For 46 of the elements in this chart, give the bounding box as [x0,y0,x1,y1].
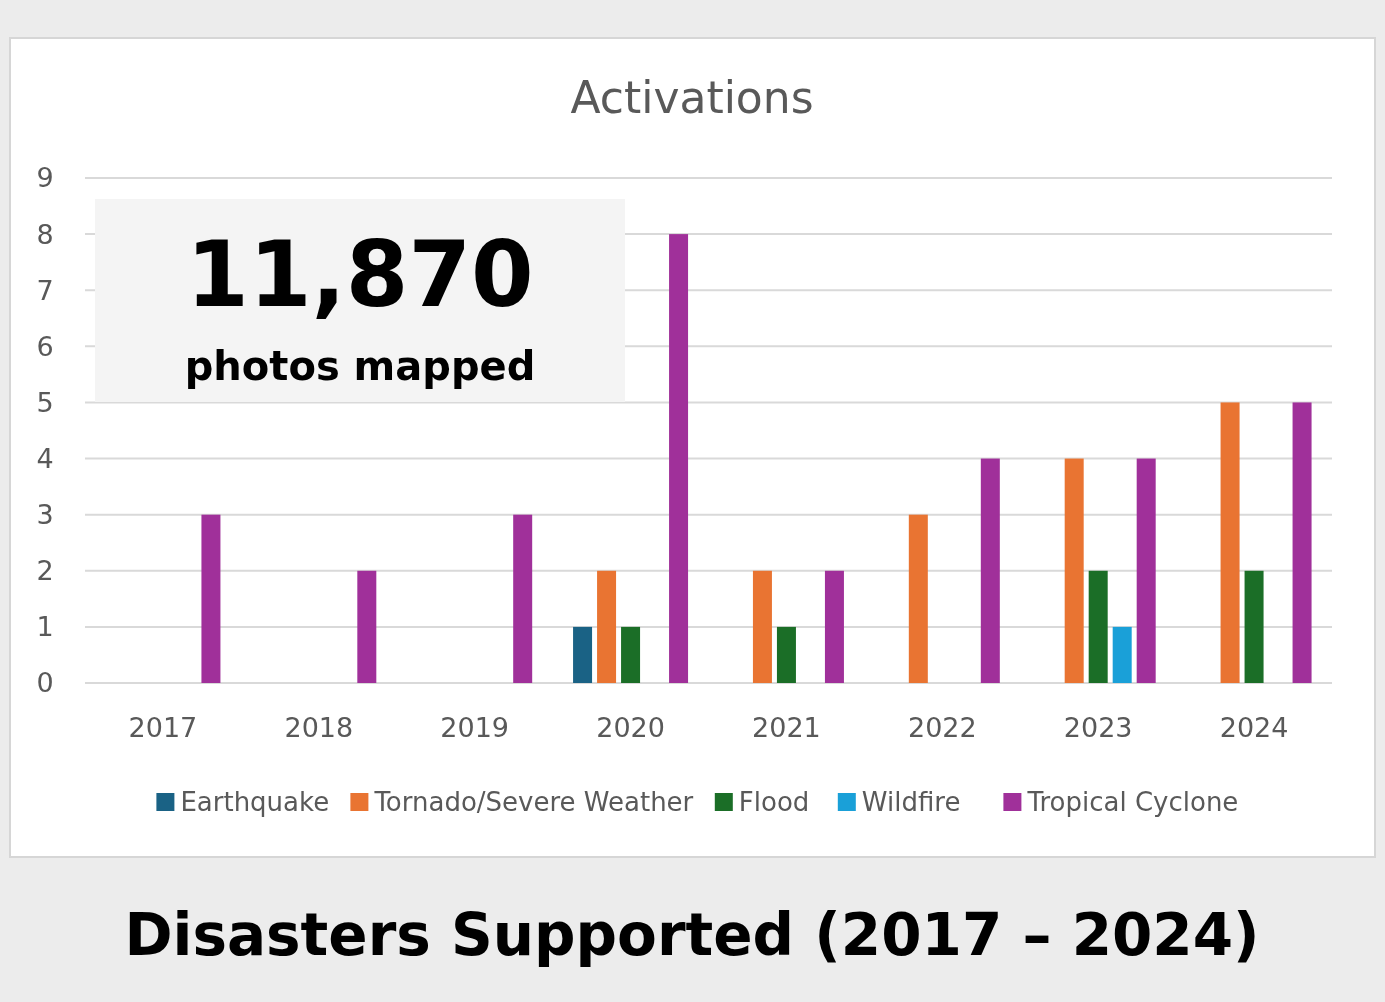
annotation: photos mapped [184,343,536,389]
bar [776,626,796,683]
annotation: 11,870 [186,222,534,327]
bar [573,626,593,683]
bar [1220,402,1240,683]
bar [669,234,689,683]
y-tick-label: 2 [36,555,54,587]
y-tick-label: 3 [36,499,54,531]
bar [1112,626,1132,683]
bar [980,458,1000,683]
bar [597,570,617,683]
bar [1136,458,1156,683]
bar [824,570,844,683]
legend-label: Tropical Cyclone [1026,787,1239,817]
x-tick-label: 2017 [128,712,198,743]
legend-label: Tornado/Severe Weather [373,787,694,817]
y-tick-label: 4 [36,443,54,475]
y-tick-label: 6 [36,330,54,362]
x-tick-label: 2024 [1219,712,1289,743]
y-tick-label: 0 [36,667,54,699]
bar [752,570,772,683]
bar [1064,458,1084,683]
bar [621,626,641,683]
x-tick-label: 2022 [907,712,977,743]
y-tick-label: 9 [36,162,54,194]
bar [357,570,377,683]
legend-label: Flood [738,787,810,817]
x-tick-label: 2023 [1063,712,1133,743]
x-tick-label: 2020 [596,712,665,743]
y-tick-label: 8 [36,218,54,250]
y-tick-label: 7 [36,274,54,306]
bar [908,514,928,683]
legend-label: Wildfire [861,787,961,817]
chart-title: Activations [570,72,814,123]
x-tick-label: 2021 [752,712,821,743]
y-tick-label: 5 [36,386,54,418]
text: Disasters Supported (2017 – 2024) [124,901,1260,969]
legend-label: Earthquake [180,787,330,817]
bar [201,514,221,683]
bar [1292,402,1312,683]
x-tick-label: 2019 [440,712,510,743]
bar [1088,570,1108,683]
x-tick-label: 2018 [284,712,354,743]
bar [1244,570,1264,683]
bar [513,514,533,683]
y-tick-label: 1 [36,611,54,643]
